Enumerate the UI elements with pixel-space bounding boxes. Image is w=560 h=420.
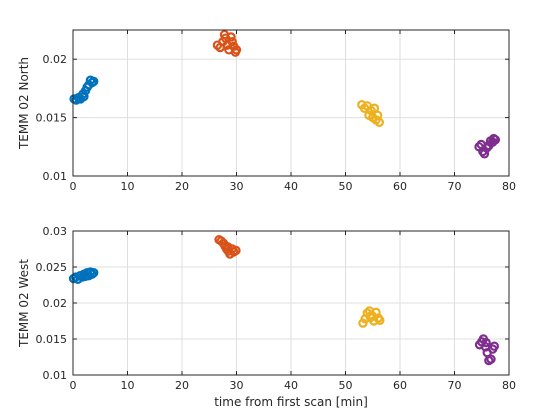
x-tick-label: 0 [70,180,77,193]
y-axis-label: TEMM 02 North [17,57,31,150]
x-tick-label: 10 [121,180,135,193]
data-point [486,354,496,364]
data-point [231,245,241,256]
data-point [365,312,376,323]
data-point [490,135,501,145]
series-2 [214,234,241,259]
chart-panel-1: 0 10 20 30 40 50 60 70 80 0.01 0.015 0.02 TEMM 02 No… [17,29,516,193]
y-tick-label: 0.03 [43,225,68,238]
series-4 [474,133,501,159]
chart-panel-2: 0 10 20 30 40 50 60 70 80 0.01 0.015 0.02 0.025 0.03 T… [17,225,516,409]
series-4 [474,334,499,366]
y-tick-label: 0.015 [36,333,68,346]
x-tick-label: 80 [502,180,516,193]
x-tick-label: 50 [339,379,353,392]
data-point [89,76,99,87]
x-tick-label: 20 [175,180,189,193]
y-tick-label: 0.01 [43,170,68,183]
series-3 [357,100,384,127]
data-point [227,36,237,47]
y-axis-label: TEMM 02 West [17,259,31,348]
data-point [89,268,99,278]
y-tick-label: 0.02 [43,297,68,310]
x-tick-label: 60 [393,180,407,193]
x-tick-label: 10 [121,379,135,392]
x-tick-label: 70 [448,379,462,392]
x-tick-label: 70 [448,180,462,193]
axes-frame [72,29,510,177]
data-point [375,315,385,325]
x-axis-label: time from first scan [min] [214,395,368,409]
x-tick-label: 50 [339,180,353,193]
x-tick-label: 40 [284,379,298,392]
data-point [374,117,384,127]
data-point [369,103,380,113]
x-tick-label: 60 [393,379,407,392]
x-tick-label: 0 [70,379,77,392]
x-tick-label: 30 [230,379,244,392]
y-tick-label: 0.025 [36,261,68,274]
data-point [226,32,236,42]
data-point [481,337,491,348]
series-1 [68,267,99,284]
x-tick-label: 20 [175,379,189,392]
x-tick-label: 30 [230,180,244,193]
data-point [489,341,499,351]
y-tick-label: 0.02 [43,53,68,66]
axes-frame [72,230,510,376]
x-tick-label: 80 [502,379,516,392]
data-point [223,242,233,252]
y-tick-label: 0.01 [43,369,68,382]
series-1 [69,75,99,105]
data-point [231,45,242,55]
x-tick-label: 40 [284,180,298,193]
series-2 [212,29,242,57]
series-3 [358,306,385,328]
y-tick-label: 0.015 [36,112,68,125]
